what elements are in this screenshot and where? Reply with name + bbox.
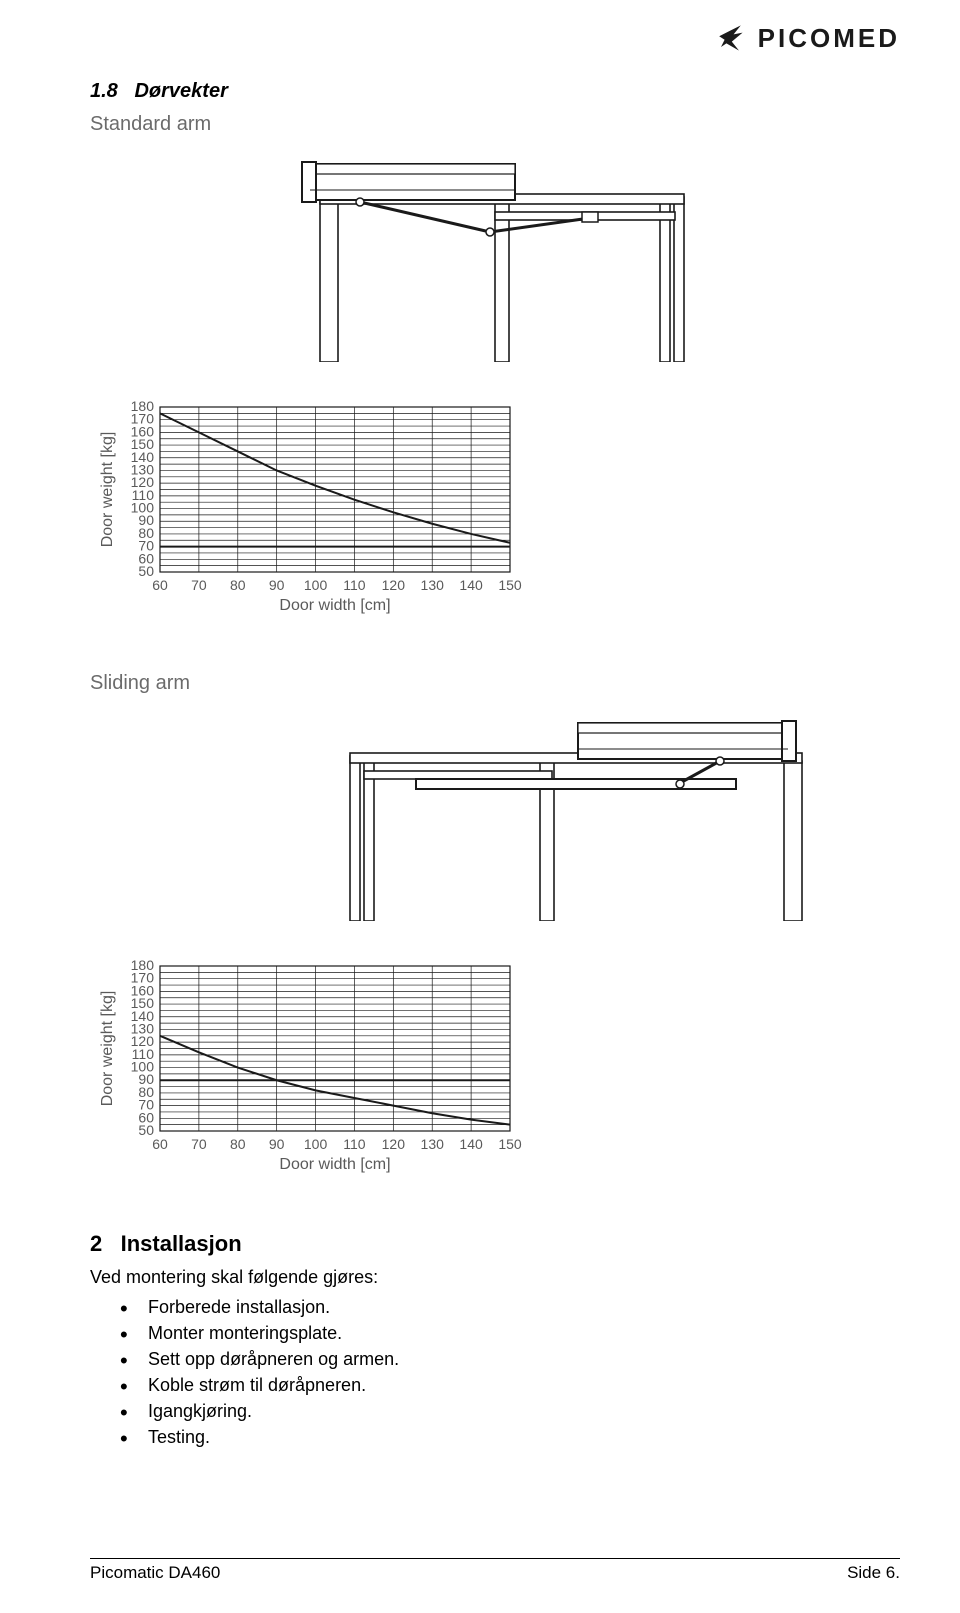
list-item: Sett opp døråpneren og armen. <box>120 1346 890 1372</box>
svg-text:110: 110 <box>343 577 366 593</box>
brand-logo: PICOMED <box>712 20 900 56</box>
list-item: Igangkjøring. <box>120 1398 890 1424</box>
svg-text:120: 120 <box>382 577 406 593</box>
svg-text:120: 120 <box>382 1136 406 1152</box>
sliding-arm-label: Sliding arm <box>90 672 890 695</box>
list-item: Forberede installasjon. <box>120 1294 890 1320</box>
svg-text:70: 70 <box>191 577 207 593</box>
svg-text:Door width [cm]: Door width [cm] <box>279 597 390 614</box>
svg-text:60: 60 <box>152 1136 168 1152</box>
list-item: Testing. <box>120 1424 890 1450</box>
section-2-title: Installasjon <box>121 1231 242 1256</box>
svg-text:130: 130 <box>421 1136 445 1152</box>
section-number: 1.8 <box>90 80 118 102</box>
section-1-8-heading: 1.8 Dørvekter <box>90 80 890 103</box>
svg-text:140: 140 <box>459 577 483 593</box>
svg-text:90: 90 <box>269 1136 285 1152</box>
svg-text:150: 150 <box>498 1136 522 1152</box>
svg-text:100: 100 <box>304 1136 328 1152</box>
sliding-arm-diagram <box>320 701 890 926</box>
svg-text:70: 70 <box>191 1136 207 1152</box>
svg-text:90: 90 <box>269 577 285 593</box>
svg-text:180: 180 <box>131 398 155 414</box>
section-2-heading: 2 Installasjon <box>90 1231 890 1257</box>
standard-arm-label: Standard arm <box>90 113 890 136</box>
svg-text:150: 150 <box>498 577 522 593</box>
bird-icon <box>712 20 748 56</box>
svg-text:Door weight [kg]: Door weight [kg] <box>99 432 116 548</box>
svg-text:60: 60 <box>152 577 168 593</box>
svg-text:130: 130 <box>421 577 445 593</box>
sliding-arm-chart: 5060708090100110120130140150160170180607… <box>90 956 890 1181</box>
list-item: Koble strøm til døråpneren. <box>120 1372 890 1398</box>
standard-arm-chart: 5060708090100110120130140150160170180607… <box>90 397 890 622</box>
section-title: Dørvekter <box>134 80 227 102</box>
svg-text:Door weight [kg]: Door weight [kg] <box>99 991 116 1107</box>
svg-text:Door width [cm]: Door width [cm] <box>279 1156 390 1173</box>
svg-text:110: 110 <box>343 1136 366 1152</box>
svg-text:80: 80 <box>230 1136 246 1152</box>
svg-text:180: 180 <box>131 957 155 973</box>
section-2-intro: Ved montering skal følgende gjøres: <box>90 1267 890 1288</box>
footer-right: Side 6. <box>847 1563 900 1583</box>
footer-left: Picomatic DA460 <box>90 1563 220 1583</box>
brand-name: PICOMED <box>758 23 900 54</box>
installation-steps-list: Forberede installasjon.Monter monterings… <box>120 1294 890 1451</box>
list-item: Monter monteringsplate. <box>120 1320 890 1346</box>
page-footer: Picomatic DA460 Side 6. <box>90 1558 900 1583</box>
svg-text:80: 80 <box>230 577 246 593</box>
section-2-number: 2 <box>90 1231 102 1256</box>
svg-text:100: 100 <box>304 577 328 593</box>
svg-text:140: 140 <box>459 1136 483 1152</box>
standard-arm-diagram <box>250 142 890 367</box>
